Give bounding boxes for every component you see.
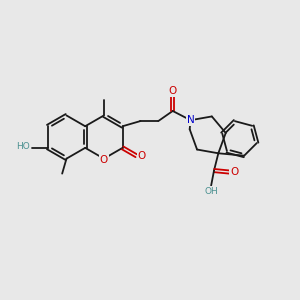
Text: OH: OH <box>204 187 218 196</box>
Text: O: O <box>230 167 238 177</box>
Text: O: O <box>169 86 177 96</box>
Text: HO: HO <box>16 142 30 151</box>
Text: O: O <box>137 151 146 161</box>
Text: O: O <box>100 155 108 165</box>
Text: N: N <box>187 115 194 125</box>
